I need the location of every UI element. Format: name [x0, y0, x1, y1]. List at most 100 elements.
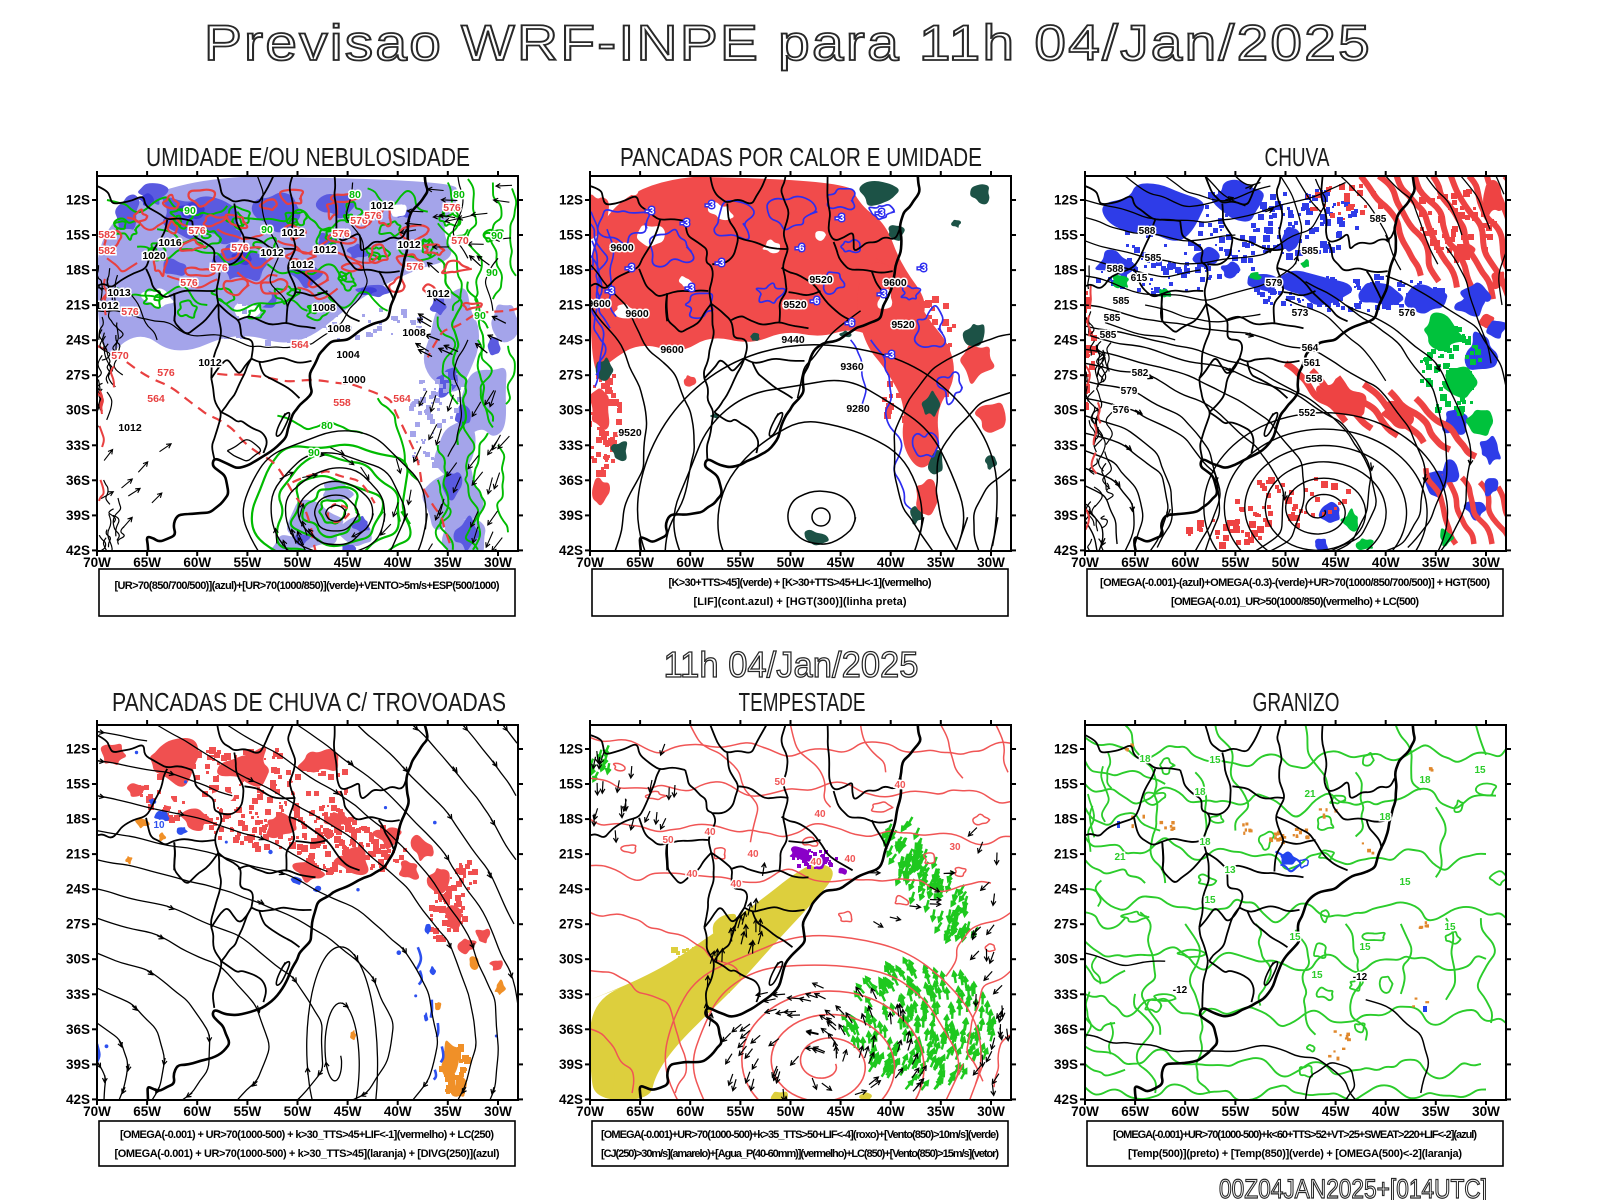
svg-text:18S: 18S: [1054, 812, 1078, 827]
svg-text:18: 18: [1194, 787, 1206, 798]
svg-text:15: 15: [1399, 877, 1411, 888]
svg-text:1012: 1012: [426, 288, 450, 300]
svg-text:[OMEGA(-0.001) + UR>70(1000-50: [OMEGA(-0.001) + UR>70(1000-500) + k>30_…: [120, 1129, 494, 1141]
svg-text:-3: -3: [646, 206, 655, 217]
svg-text:564: 564: [1302, 343, 1319, 354]
svg-text:40: 40: [686, 869, 698, 880]
svg-text:35W: 35W: [927, 555, 955, 570]
svg-text:-3: -3: [878, 289, 887, 300]
svg-text:576: 576: [157, 367, 175, 379]
svg-text:70W: 70W: [83, 555, 111, 570]
svg-text:50: 50: [662, 835, 674, 846]
svg-text:70W: 70W: [576, 1104, 604, 1119]
svg-text:36S: 36S: [1054, 473, 1078, 488]
svg-text:1016: 1016: [158, 237, 182, 249]
svg-text:18S: 18S: [559, 263, 583, 278]
svg-text:-3: -3: [686, 283, 695, 294]
svg-text:33S: 33S: [559, 438, 583, 453]
svg-text:30W: 30W: [484, 555, 512, 570]
svg-text:1012: 1012: [198, 357, 222, 369]
svg-text:9600: 9600: [883, 277, 907, 289]
svg-text:18: 18: [1419, 775, 1431, 786]
svg-text:-3: -3: [886, 350, 895, 361]
svg-text:60W: 60W: [183, 555, 211, 570]
svg-text:24S: 24S: [66, 882, 90, 897]
svg-text:40: 40: [844, 854, 856, 865]
svg-text:1008: 1008: [402, 327, 426, 339]
svg-text:55W: 55W: [234, 1104, 262, 1119]
svg-text:[OMEGA(-0.001)-(azul)+OMEGA(-0: [OMEGA(-0.001)-(azul)+OMEGA(-0.3)-(verde…: [1100, 577, 1490, 589]
svg-text:12S: 12S: [1054, 193, 1078, 208]
svg-text:27S: 27S: [66, 917, 90, 932]
svg-text:15S: 15S: [559, 228, 583, 243]
svg-text:-3: -3: [606, 286, 615, 297]
svg-text:90: 90: [486, 267, 498, 279]
svg-text:564: 564: [291, 339, 309, 351]
svg-text:-3: -3: [918, 263, 927, 274]
svg-text:9440: 9440: [781, 334, 805, 346]
svg-text:1013: 1013: [107, 287, 131, 299]
svg-text:30W: 30W: [1472, 1104, 1500, 1119]
svg-text:39S: 39S: [1054, 1057, 1078, 1072]
svg-text:35W: 35W: [1422, 1104, 1450, 1119]
svg-text:24S: 24S: [1054, 882, 1078, 897]
svg-text:1020: 1020: [142, 250, 166, 262]
svg-text:-3: -3: [706, 200, 715, 211]
svg-text:-3: -3: [681, 218, 690, 229]
svg-text:588: 588: [1139, 226, 1156, 237]
svg-text:30W: 30W: [977, 1104, 1005, 1119]
svg-text:39S: 39S: [66, 1057, 90, 1072]
svg-text:-6: -6: [846, 318, 855, 329]
svg-text:40: 40: [747, 849, 759, 860]
svg-text:18S: 18S: [66, 263, 90, 278]
svg-text:65W: 65W: [626, 555, 654, 570]
svg-text:30W: 30W: [977, 555, 1005, 570]
svg-text:65W: 65W: [1121, 555, 1149, 570]
svg-text:1012: 1012: [260, 247, 284, 259]
svg-text:42S: 42S: [1054, 543, 1078, 558]
svg-text:576: 576: [210, 262, 228, 274]
svg-text:36S: 36S: [66, 473, 90, 488]
svg-text:9600: 9600: [625, 308, 649, 320]
svg-text:PANCADAS POR CALOR E UMIDADE: PANCADAS POR CALOR E UMIDADE: [620, 142, 982, 172]
svg-text:33S: 33S: [1054, 987, 1078, 1002]
svg-text:18S: 18S: [66, 812, 90, 827]
svg-text:582: 582: [98, 229, 116, 241]
svg-text:55W: 55W: [1222, 1104, 1250, 1119]
svg-text:60W: 60W: [676, 1104, 704, 1119]
svg-text:40W: 40W: [877, 1104, 905, 1119]
svg-text:40W: 40W: [384, 555, 412, 570]
svg-text:65W: 65W: [626, 1104, 654, 1119]
svg-text:12S: 12S: [66, 742, 90, 757]
svg-text:50W: 50W: [284, 1104, 312, 1119]
svg-text:90: 90: [308, 447, 320, 459]
svg-text:50W: 50W: [284, 555, 312, 570]
svg-text:30S: 30S: [559, 952, 583, 967]
svg-text:582: 582: [1132, 368, 1149, 379]
svg-text:579: 579: [1121, 386, 1138, 397]
svg-text:50W: 50W: [1272, 555, 1300, 570]
svg-text:576: 576: [406, 261, 424, 273]
svg-text:[OMEGA(-0.001)+UR>70(1000-500): [OMEGA(-0.001)+UR>70(1000-500)+k>35_TTS>…: [601, 1129, 999, 1141]
svg-text:21S: 21S: [1054, 847, 1078, 862]
svg-text:50W: 50W: [777, 555, 805, 570]
svg-text:12S: 12S: [66, 193, 90, 208]
svg-text:585: 585: [1100, 330, 1117, 341]
svg-text:90: 90: [184, 205, 196, 217]
svg-text:9360: 9360: [840, 361, 864, 373]
svg-text:576: 576: [1113, 405, 1130, 416]
svg-text:9600: 9600: [610, 242, 634, 254]
svg-text:21: 21: [1304, 789, 1316, 800]
svg-text:80: 80: [349, 189, 361, 201]
svg-text:50W: 50W: [777, 1104, 805, 1119]
svg-text:40W: 40W: [1372, 555, 1400, 570]
svg-text:9520: 9520: [809, 274, 833, 286]
svg-text:18S: 18S: [1054, 263, 1078, 278]
svg-text:564: 564: [393, 393, 411, 405]
svg-text:00Z04JAN2025+[014UTC]: 00Z04JAN2025+[014UTC]: [1219, 1174, 1487, 1200]
svg-text:1012: 1012: [281, 227, 305, 239]
svg-text:21S: 21S: [66, 298, 90, 313]
svg-text:[OMEGA(-0.01)_UR>50(1000/850)(: [OMEGA(-0.01)_UR>50(1000/850)(vermelho) …: [1171, 596, 1419, 608]
svg-text:Previsao WRF-INPE para 11h 04: Previsao WRF-INPE para 11h 04/Jan/2025: [204, 15, 1372, 71]
svg-text:1008: 1008: [327, 323, 351, 335]
